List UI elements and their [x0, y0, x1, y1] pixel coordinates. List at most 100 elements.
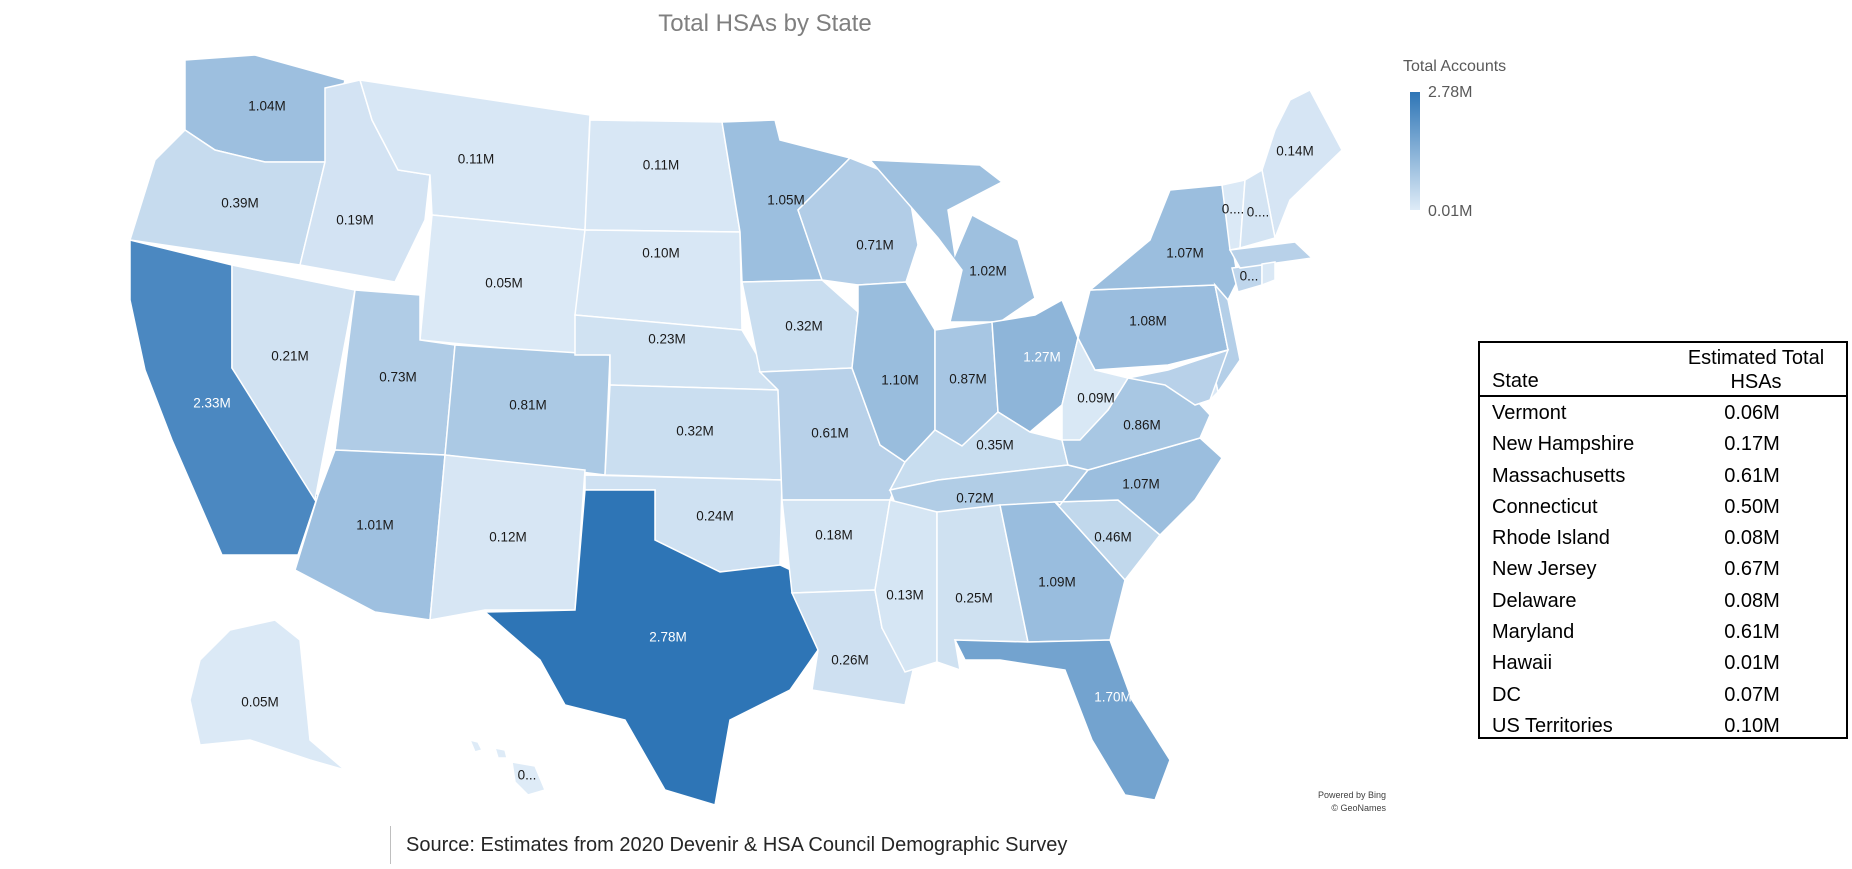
state-value-label-ms: 0.13M [886, 588, 924, 603]
column-header-line-2: HSAs [1730, 371, 1782, 393]
state-value-label-al: 0.25M [955, 591, 993, 606]
legend-color-scale [1410, 92, 1420, 210]
state-value-label-wi: 0.71M [856, 238, 894, 253]
map-title: Total HSAs by State [658, 10, 872, 37]
table-row: New Hampshire 0.17M [1480, 428, 1846, 459]
state-value-label-ky: 0.35M [976, 438, 1014, 453]
state-value-label-id: 0.19M [336, 213, 374, 228]
state-hsa-table: State Estimated Total HSAs Vermont 0.06M … [1478, 341, 1848, 739]
state-nv [231, 264, 356, 503]
row-value: 0.01M [1724, 652, 1780, 675]
state-value-label-fl: 1.70M [1094, 690, 1132, 705]
state-value-label-sd: 0.10M [642, 246, 680, 261]
map-attribution: Powered by Bing © GeoNames [1312, 789, 1386, 815]
state-value-label-ok: 0.24M [696, 509, 734, 524]
row-state: Delaware [1492, 589, 1577, 612]
state-value-label-tn: 0.72M [956, 491, 994, 506]
row-value: 0.17M [1724, 433, 1780, 456]
legend-title: Total Accounts [1403, 58, 1507, 75]
state-value-label-sc: 0.46M [1094, 530, 1132, 545]
source-note: Source: Estimates from 2020 Devenir & HS… [406, 834, 1068, 856]
state-nc [1052, 437, 1223, 537]
row-state: DC [1492, 683, 1521, 706]
row-value: 0.61M [1724, 621, 1780, 644]
state-value-label-ar: 0.18M [815, 528, 853, 543]
state-value-label-nd: 0.11M [643, 158, 680, 173]
table-row: DC 0.07M [1480, 679, 1846, 710]
table-row: New Jersey 0.67M [1480, 553, 1846, 584]
table-header: State Estimated Total HSAs [1480, 343, 1846, 397]
row-value: 0.08M [1724, 527, 1780, 550]
row-value: 0.08M [1724, 589, 1780, 612]
state-ak [189, 619, 346, 771]
state-value-label-la: 0.26M [831, 653, 869, 668]
state-value-label-tx: 2.78M [649, 630, 687, 645]
state-value-label-mn: 1.05M [767, 193, 805, 208]
source-divider [390, 826, 391, 864]
row-state: Vermont [1492, 402, 1567, 424]
state-value-label-nv: 0.21M [271, 349, 309, 364]
row-state: New Jersey [1492, 558, 1597, 581]
state-value-label-vt: 0.... [1222, 202, 1245, 217]
state-me [1261, 89, 1343, 241]
row-state: Maryland [1492, 621, 1575, 644]
state-value-label-hi: 0... [518, 768, 537, 783]
state-value-label-oh: 1.27M [1023, 350, 1061, 365]
state-value-label-ne: 0.23M [648, 332, 686, 347]
state-value-label-nm: 0.12M [489, 530, 527, 545]
row-state: US Territories [1492, 714, 1613, 737]
state-value-label-ia: 0.32M [785, 319, 823, 334]
state-value-label-ny: 1.07M [1166, 246, 1204, 261]
row-value: 0.06M [1724, 402, 1780, 424]
state-nh [1239, 168, 1276, 250]
state-value-label-ak: 0.05M [241, 695, 279, 710]
state-value-label-mi: 1.02M [969, 264, 1007, 279]
attribution-geonames: © GeoNames [1331, 803, 1386, 813]
state-value-label-wv: 0.09M [1077, 391, 1115, 406]
row-value: 0.61M [1724, 464, 1780, 487]
row-value: 0.10M [1724, 714, 1780, 737]
row-value: 0.67M [1724, 558, 1780, 581]
column-header-state: State [1492, 370, 1539, 392]
table-row: Connecticut 0.50M [1480, 491, 1846, 522]
table-row: Vermont 0.06M [1480, 397, 1846, 428]
state-value-label-va: 0.86M [1123, 418, 1161, 433]
state-mi [868, 159, 1036, 323]
row-state: Connecticut [1492, 495, 1598, 518]
state-value-label-az: 1.01M [356, 518, 394, 533]
state-value-label-mo: 0.61M [811, 426, 849, 441]
row-state: New Hampshire [1492, 433, 1635, 456]
state-value-label-ca: 2.33M [193, 396, 231, 411]
state-value-label-ga: 1.09M [1038, 575, 1076, 590]
state-value-label-ct: 0... [1240, 269, 1259, 284]
column-header-estimated-total: Estimated Total HSAs [1670, 346, 1842, 394]
state-ar [781, 499, 891, 594]
state-value-label-ks: 0.32M [676, 424, 714, 439]
row-state: Rhode Island [1492, 527, 1610, 550]
table-row: Massachusetts 0.61M [1480, 460, 1846, 491]
state-value-label-ut: 0.73M [379, 370, 417, 385]
row-value: 0.50M [1724, 495, 1780, 518]
us-choropleth-map: 1.04M 0.39M 2.33M 0.19M 0.21M 0.11M 0.05M 0.73M… [129, 54, 1343, 806]
table-row: US Territories 0.10M [1480, 710, 1846, 741]
state-ny [1087, 184, 1239, 302]
table-row: Hawaii 0.01M [1480, 647, 1846, 678]
state-value-label-nc: 1.07M [1122, 477, 1160, 492]
table-row: Delaware 0.08M [1480, 585, 1846, 616]
state-wi [797, 157, 919, 286]
table-row: Rhode Island 0.08M [1480, 522, 1846, 553]
legend-max-value: 2.78M [1428, 84, 1473, 101]
row-state: Hawaii [1492, 652, 1553, 675]
row-value: 0.07M [1724, 683, 1780, 706]
state-nm [429, 454, 586, 621]
state-ga [999, 501, 1126, 643]
state-value-label-mt: 0.11M [458, 152, 495, 167]
table-row: Maryland 0.61M [1480, 616, 1846, 647]
state-nd [584, 119, 741, 233]
attribution-bing: Powered by Bing [1317, 790, 1386, 800]
row-state: Massachusetts [1492, 464, 1626, 487]
state-value-label-nh: 0.... [1247, 205, 1270, 220]
state-ma [1228, 241, 1314, 269]
state-tx [483, 489, 819, 806]
state-value-label-wa: 1.04M [248, 99, 286, 114]
